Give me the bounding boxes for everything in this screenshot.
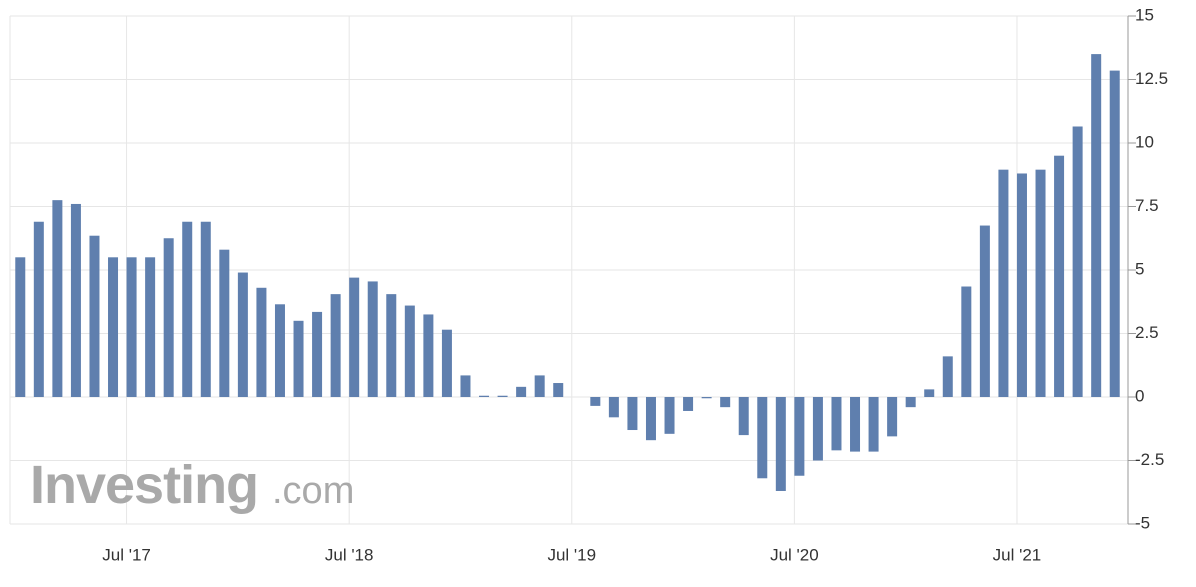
bar xyxy=(608,397,619,418)
watermark-brand: Investing xyxy=(30,455,258,515)
bar xyxy=(998,169,1009,397)
y-tick-label: 5 xyxy=(1135,259,1144,278)
bar xyxy=(163,238,174,397)
bar xyxy=(590,397,601,406)
bar xyxy=(887,397,898,437)
bar xyxy=(905,397,916,408)
bar xyxy=(664,397,675,434)
bar xyxy=(812,397,823,461)
x-tick-label: Jul '19 xyxy=(547,545,596,564)
bar xyxy=(52,200,63,397)
bar xyxy=(89,235,100,397)
bar xyxy=(312,311,323,397)
bar xyxy=(182,221,193,397)
bar xyxy=(627,397,638,431)
y-tick-label: 15 xyxy=(1135,5,1154,24)
bar xyxy=(961,286,972,397)
bar xyxy=(516,386,527,397)
bar xyxy=(256,287,267,397)
bar xyxy=(794,397,805,476)
bar xyxy=(274,304,285,397)
bar xyxy=(367,281,378,397)
bar xyxy=(330,294,341,397)
bar xyxy=(293,320,304,397)
y-tick-label: -5 xyxy=(1135,513,1150,532)
bar xyxy=(1016,173,1027,397)
bar xyxy=(126,257,137,397)
bar xyxy=(460,375,471,397)
y-tick-label: 10 xyxy=(1135,132,1154,151)
bar xyxy=(219,249,230,397)
y-tick-label: 0 xyxy=(1135,386,1144,405)
bar xyxy=(404,305,415,397)
bar xyxy=(701,397,712,399)
bar xyxy=(386,294,397,397)
bar xyxy=(15,257,26,397)
bar xyxy=(831,397,842,451)
y-tick-label: 2.5 xyxy=(1135,323,1159,342)
bar xyxy=(70,203,81,397)
bar xyxy=(1054,155,1065,397)
bar xyxy=(349,277,360,397)
bar xyxy=(553,383,564,397)
bar xyxy=(645,397,656,441)
bar xyxy=(237,272,248,397)
bar xyxy=(850,397,861,452)
bar xyxy=(33,221,44,397)
bar xyxy=(145,257,156,397)
x-tick-label: Jul '17 xyxy=(102,545,151,564)
bar xyxy=(738,397,749,436)
bar xyxy=(479,395,490,397)
bar xyxy=(1035,169,1046,397)
x-tick-label: Jul '18 xyxy=(325,545,374,564)
bar xyxy=(1109,70,1120,398)
bar xyxy=(979,225,990,397)
bar xyxy=(108,257,119,397)
bar xyxy=(1091,54,1102,397)
bar xyxy=(1072,126,1083,398)
bar xyxy=(757,397,768,479)
bar xyxy=(200,221,211,397)
bar xyxy=(868,397,879,452)
x-tick-label: Jul '21 xyxy=(993,545,1042,564)
bar xyxy=(720,397,731,408)
bar xyxy=(924,389,935,397)
bar xyxy=(423,314,434,397)
y-tick-label: 7.5 xyxy=(1135,196,1159,215)
x-tick-label: Jul '20 xyxy=(770,545,819,564)
watermark: Investing .com xyxy=(30,455,354,515)
bar xyxy=(497,395,508,397)
y-tick-label: -2.5 xyxy=(1135,450,1164,469)
bar xyxy=(534,375,545,397)
y-tick-label: 12.5 xyxy=(1135,69,1168,88)
bar xyxy=(441,329,452,397)
bar xyxy=(683,397,694,411)
bar xyxy=(775,397,786,491)
bar xyxy=(942,356,953,397)
watermark-suffix: .com xyxy=(272,470,354,512)
